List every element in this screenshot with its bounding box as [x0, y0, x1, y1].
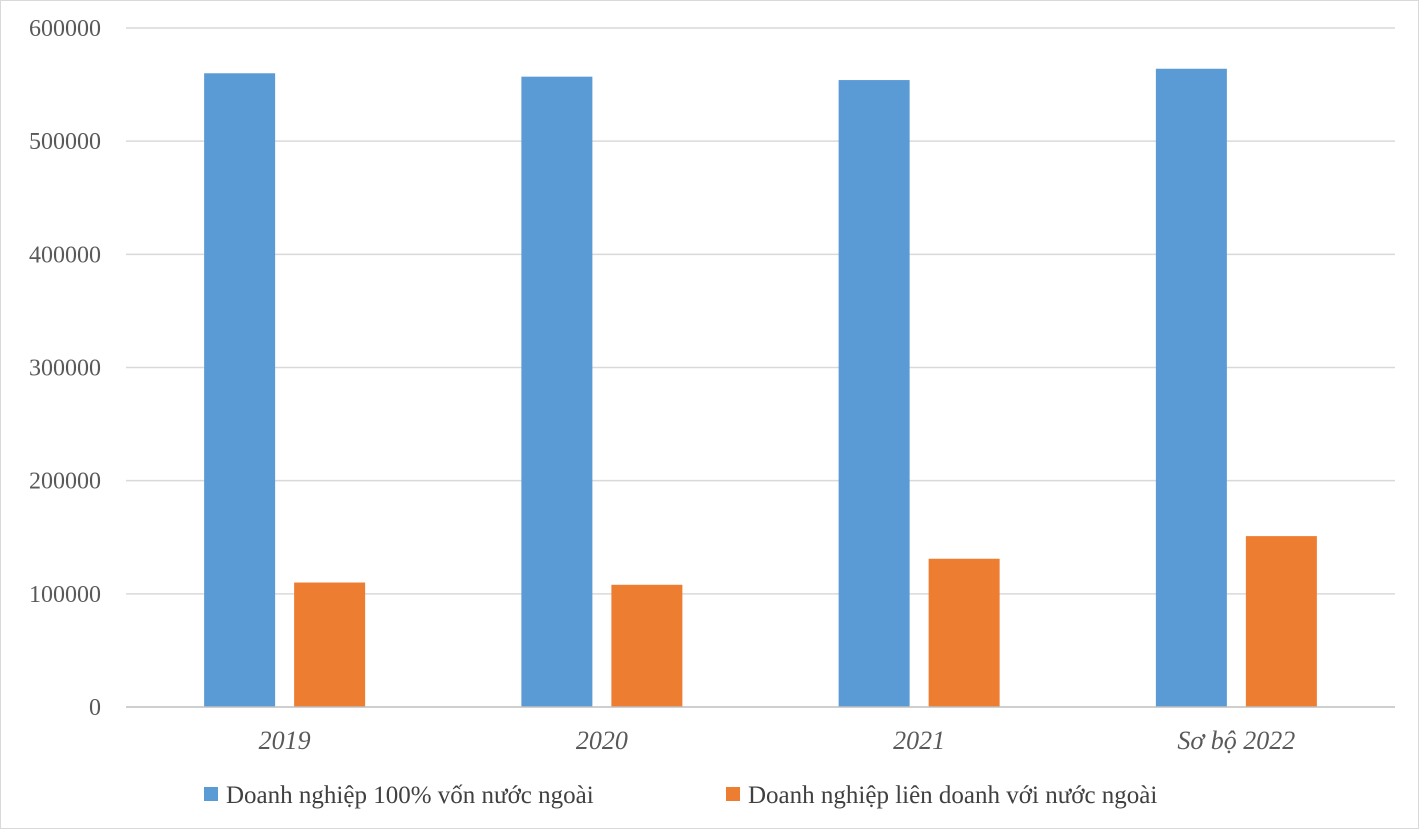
bar-series-1-2	[521, 76, 593, 707]
x-axis-ticks: 2019 2020 2021 Sơ bộ 2022	[259, 726, 1296, 755]
bars	[204, 68, 1317, 708]
legend-swatch-1	[204, 787, 218, 801]
bar-series-2-2	[611, 584, 683, 707]
y-tick-label: 200000	[29, 469, 101, 495]
bar-series-2-3	[928, 558, 1000, 707]
y-tick-label: 100000	[29, 582, 101, 608]
bar-series-2-4	[1245, 536, 1317, 707]
legend-swatch-2	[726, 787, 740, 801]
y-tick-label: 400000	[29, 242, 101, 268]
bar-series-1-1	[204, 73, 276, 708]
x-tick-label: 2019	[259, 726, 311, 755]
y-tick-label: 0	[89, 695, 101, 721]
y-tick-label: 600000	[29, 16, 101, 42]
x-tick-label: 2020	[576, 726, 628, 755]
y-tick-label: 300000	[29, 356, 101, 382]
bar-series-1-4	[1155, 68, 1227, 708]
legend-label-2: Doanh nghiệp liên doanh với nước ngoài	[748, 782, 1157, 809]
bar-series-1-3	[838, 80, 910, 708]
x-tick-label: Sơ bộ 2022	[1177, 726, 1295, 755]
y-tick-label: 500000	[29, 129, 101, 155]
x-tick-label: 2021	[893, 726, 945, 755]
legend: Doanh nghiệp 100% vốn nước ngoài Doanh ng…	[204, 782, 1157, 809]
legend-label-1: Doanh nghiệp 100% vốn nước ngoài	[226, 782, 594, 809]
bar-series-2-1	[294, 582, 366, 707]
y-axis-ticks: 0 100000 200000 300000 400000 500000 600000	[29, 16, 101, 721]
